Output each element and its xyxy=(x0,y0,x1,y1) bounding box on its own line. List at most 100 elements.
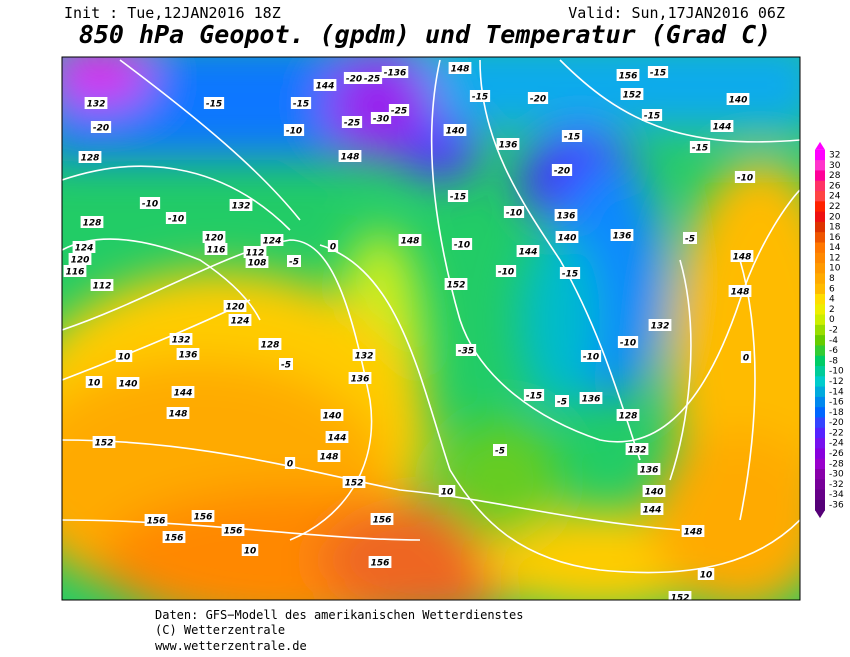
isoline-label: -15 xyxy=(447,190,469,203)
isoline-label: 152 xyxy=(620,88,644,101)
label-text: -10 xyxy=(498,268,514,278)
isoline-label: -10 xyxy=(734,171,756,184)
label-text: -25 xyxy=(391,107,407,117)
label-text: 136 xyxy=(499,141,518,151)
label-text: 156 xyxy=(619,72,638,82)
label-box xyxy=(580,350,602,362)
colorbar-swatch xyxy=(815,232,825,243)
isoline-label: -15 xyxy=(561,130,583,143)
label-box xyxy=(116,377,140,389)
label-box xyxy=(162,531,186,543)
label-text: 144 xyxy=(713,123,732,133)
label-text: 152 xyxy=(447,281,466,291)
label-box xyxy=(642,485,666,497)
isoline-label: 0 xyxy=(327,240,339,253)
isoline-label: 140 xyxy=(555,231,579,244)
label-text: 140 xyxy=(119,380,138,390)
label-text: -20 xyxy=(554,167,570,177)
colorbar-swatch xyxy=(815,489,825,501)
colorbar-cap xyxy=(815,141,825,150)
label-text: 148 xyxy=(401,237,420,247)
label-box xyxy=(579,392,603,404)
label-text: 156 xyxy=(194,513,213,523)
isoline-label: 156 xyxy=(162,531,186,544)
isoline-label: -35 xyxy=(455,344,477,357)
label-text: 132 xyxy=(172,336,191,346)
footer-url: www.wetterzentrale.de xyxy=(155,639,307,653)
label-box xyxy=(284,457,296,469)
label-text: -10 xyxy=(142,200,158,210)
label-box xyxy=(343,72,365,84)
isoline-label: -15 xyxy=(641,109,663,122)
isoline-label: -20 xyxy=(343,72,365,85)
label-box xyxy=(495,265,517,277)
label-box xyxy=(640,503,664,515)
isoline-label: 136 xyxy=(348,372,372,385)
isoline-label: 128 xyxy=(80,216,104,229)
label-box xyxy=(313,79,337,91)
label-text: 136 xyxy=(179,351,198,361)
label-box xyxy=(740,351,752,363)
isoline-label: -25 xyxy=(388,104,410,117)
colorbar-label: 2 xyxy=(829,305,835,315)
label-text: 140 xyxy=(558,234,577,244)
isoline-label: -15 xyxy=(469,90,491,103)
label-text: 120 xyxy=(205,234,224,244)
colorbar-label: 18 xyxy=(829,223,841,233)
isoline-label: 144 xyxy=(640,503,664,516)
isoline-label: 152 xyxy=(668,591,692,600)
label-box xyxy=(616,69,640,81)
colorbar-swatch xyxy=(815,386,825,398)
label-text: 0 xyxy=(287,460,293,470)
isoline-label: -5 xyxy=(279,358,293,371)
isoline-label: 132 xyxy=(352,349,376,362)
footer-source: Daten: GFS−Modell des amerikanischen Wet… xyxy=(155,608,523,622)
label-box xyxy=(447,190,469,202)
isoline-label: 128 xyxy=(616,409,640,422)
label-text: 148 xyxy=(684,528,703,538)
isoline-label: 10 xyxy=(115,350,133,363)
isoline-label: 120 xyxy=(202,231,226,244)
colorbar-swatch xyxy=(815,304,825,316)
label-box xyxy=(381,66,409,78)
label-box xyxy=(555,395,569,407)
label-box xyxy=(202,231,226,243)
isoline-label: -25 xyxy=(361,72,383,85)
label-box xyxy=(72,241,96,253)
label-box xyxy=(191,510,215,522)
isoline-label: 10 xyxy=(241,544,259,557)
colorbar-label: -12 xyxy=(829,377,844,387)
colorbar-label: -16 xyxy=(829,398,844,408)
colorbar-swatch xyxy=(815,499,825,511)
label-text: 144 xyxy=(643,506,662,516)
label-text: -20 xyxy=(346,75,362,85)
label-box xyxy=(455,344,477,356)
isoline-label: -5 xyxy=(555,395,569,408)
label-text: 128 xyxy=(619,412,638,422)
colorbar-label: 8 xyxy=(829,274,835,284)
isoline-label: 136 xyxy=(637,463,661,476)
label-box xyxy=(80,216,104,228)
label-text: 136 xyxy=(557,212,576,222)
label-box xyxy=(398,234,422,246)
colorbar-swatch xyxy=(815,221,825,233)
isoline-label: 136 xyxy=(579,392,603,405)
isoline-label: 132 xyxy=(625,443,649,456)
isoline-label: 116 xyxy=(204,243,228,256)
label-box xyxy=(317,450,341,462)
label-box xyxy=(245,256,269,268)
isoline-label: 112 xyxy=(243,246,267,259)
isoline-label: -10 xyxy=(580,350,602,363)
label-box xyxy=(734,171,756,183)
label-text: -5 xyxy=(557,398,567,408)
isoline-label: 0 xyxy=(740,351,752,364)
label-text: 120 xyxy=(71,256,90,266)
colorbar-swatch xyxy=(815,345,825,357)
isoline-label: 136 xyxy=(496,138,520,151)
isoline-label: -10 xyxy=(139,197,161,210)
label-box xyxy=(165,212,187,224)
colorbar-swatch xyxy=(815,293,825,305)
isoline-label: 140 xyxy=(726,93,750,106)
label-text: 10 xyxy=(244,547,257,557)
label-text: -35 xyxy=(458,347,474,357)
